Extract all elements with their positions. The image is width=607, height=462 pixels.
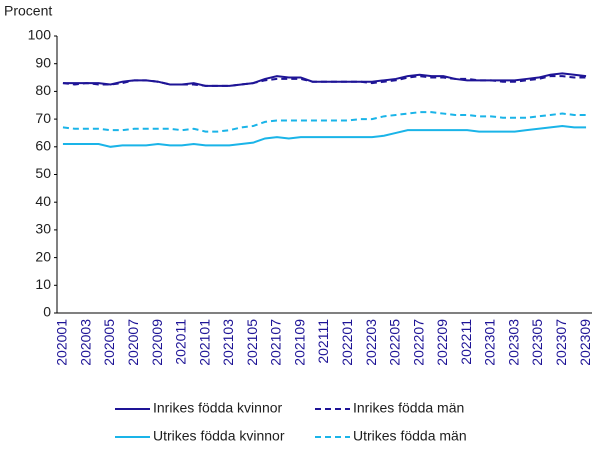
x-tick-label: 202209: [434, 319, 450, 366]
x-tick-label: 202005: [101, 319, 117, 366]
x-tick-label: 202107: [268, 319, 284, 366]
x-tick-label: 202307: [553, 319, 569, 366]
x-tick-label: 202211: [458, 319, 474, 365]
x-tick-label: 202105: [244, 319, 260, 366]
y-tick-label: 70: [35, 110, 51, 126]
y-axis-label: Procent: [4, 3, 52, 19]
y-tick-label: 10: [35, 276, 51, 292]
y-tick-label: 80: [35, 82, 51, 98]
x-tick-label: 202109: [291, 319, 307, 366]
x-tick-label: 202003: [77, 319, 93, 366]
legend-label: Inrikes födda kvinnor: [153, 400, 283, 416]
y-tick-label: 100: [28, 27, 52, 43]
y-tick-label: 90: [35, 54, 51, 70]
x-tick-label: 202205: [387, 319, 403, 366]
series-line: [62, 111, 587, 133]
x-tick-label: 202103: [220, 319, 236, 366]
series-line: [62, 72, 587, 87]
x-tick-label: 202203: [363, 319, 379, 366]
y-tick-label: 40: [35, 193, 51, 209]
y-tick-label: 60: [35, 138, 51, 154]
x-tick-label: 202101: [196, 319, 212, 366]
legend-label: Utrikes födda män: [353, 428, 467, 444]
legend-label: Inrikes födda män: [353, 400, 464, 416]
x-tick-label: 202303: [505, 319, 521, 366]
legend-label: Utrikes födda kvinnor: [153, 428, 285, 444]
series-line: [62, 125, 587, 148]
x-tick-label: 202301: [482, 319, 498, 366]
x-tick-label: 202111: [315, 319, 331, 364]
x-tick-label: 202001: [54, 319, 70, 366]
x-tick-label: 202009: [149, 319, 165, 366]
y-tick-label: 20: [35, 248, 51, 264]
x-tick-label: 202011: [173, 319, 189, 365]
series-line: [62, 75, 587, 87]
x-tick-label: 202201: [339, 319, 355, 366]
x-tick-label: 202305: [529, 319, 545, 366]
x-tick-label: 202309: [577, 319, 593, 366]
x-tick-label: 202207: [410, 319, 426, 366]
y-tick-label: 0: [43, 304, 51, 320]
x-tick-label: 202007: [125, 319, 141, 366]
y-tick-label: 30: [35, 221, 51, 237]
y-tick-label: 50: [35, 165, 51, 181]
